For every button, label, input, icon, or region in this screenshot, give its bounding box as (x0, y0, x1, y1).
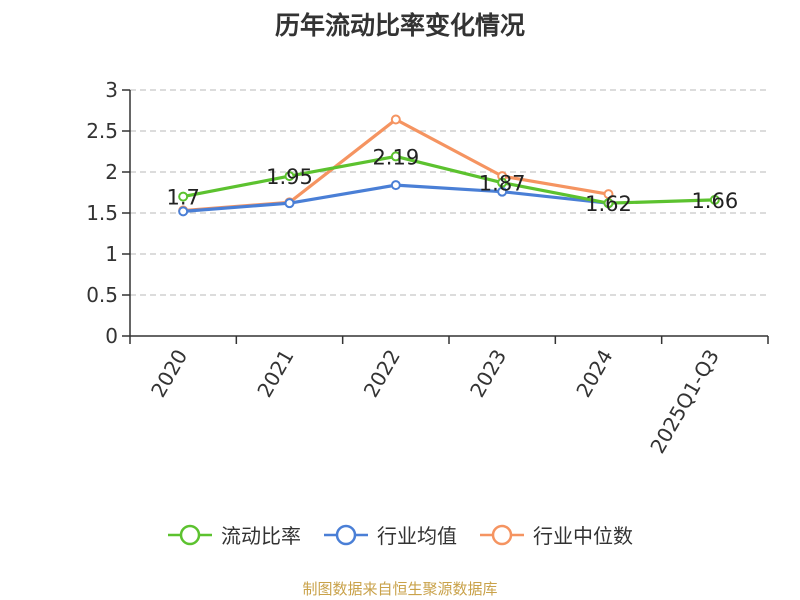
series-point-2 (390, 114, 401, 125)
series-point-1 (284, 198, 295, 209)
series-point-0 (709, 194, 720, 205)
series-point-0 (497, 177, 508, 188)
series-point-0 (178, 191, 189, 202)
data-label: 1.66 (691, 189, 738, 213)
series-point-1 (497, 186, 508, 197)
legend-item-0[interactable]: 流动比率 (167, 520, 301, 549)
y-tick-label: 2 (105, 160, 118, 184)
y-tick-label: 2.5 (86, 119, 118, 143)
legend-label: 行业中位数 (533, 524, 633, 548)
x-tick-label: 2021 (252, 345, 298, 401)
legend-label: 流动比率 (221, 524, 301, 548)
y-tick-label: 1 (105, 242, 118, 266)
x-tick-label: 2022 (359, 345, 405, 401)
series-line-0 (182, 154, 715, 205)
grid-layer (130, 89, 768, 296)
data-label: 1.95 (266, 165, 313, 189)
legend-label: 行业均值 (377, 524, 457, 548)
series-point-1 (178, 206, 189, 217)
series-point-0 (390, 151, 401, 162)
legend-item-1[interactable]: 行业均值 (323, 520, 457, 549)
data-label: 1.7 (166, 186, 199, 210)
series-point-2 (603, 189, 614, 200)
x-tick-label: 2025Q1-Q3 (645, 345, 724, 457)
series-point-0 (603, 198, 614, 209)
legend-swatch (168, 524, 212, 545)
source-note: 制图数据来自恒生聚源数据库 (302, 580, 498, 598)
x-tick-label: 2020 (146, 345, 192, 401)
data-label: 1.62 (585, 192, 632, 216)
series-point-1 (390, 180, 401, 191)
x-tick-label: 2024 (571, 345, 617, 401)
y-tick-label: 3 (105, 78, 118, 102)
y-tick-label: 0.5 (86, 283, 118, 307)
chart-title: 历年流动比率变化情况 (274, 11, 525, 40)
legend-item-2[interactable]: 行业中位数 (479, 520, 633, 549)
data-label: 1.87 (479, 172, 526, 196)
series-layer (178, 114, 720, 217)
data-label: 2.19 (372, 145, 419, 169)
y-tick-label: 0 (105, 324, 118, 348)
legend: 流动比率 行业均值 行业中位数 (0, 520, 800, 549)
axis-layer: 0 0.5 1 1.5 2 2.5 3 2020 2021 2022 2023 2024 2025Q1-… (86, 78, 769, 458)
legend-swatch (480, 524, 524, 545)
series-point-0 (284, 171, 295, 182)
data-label-layer: 1.7 1.95 2.19 1.87 1.62 1.66 (166, 145, 738, 216)
legend-swatch (324, 524, 368, 545)
x-tick-label: 2023 (465, 345, 511, 401)
y-tick-label: 1.5 (86, 201, 118, 225)
